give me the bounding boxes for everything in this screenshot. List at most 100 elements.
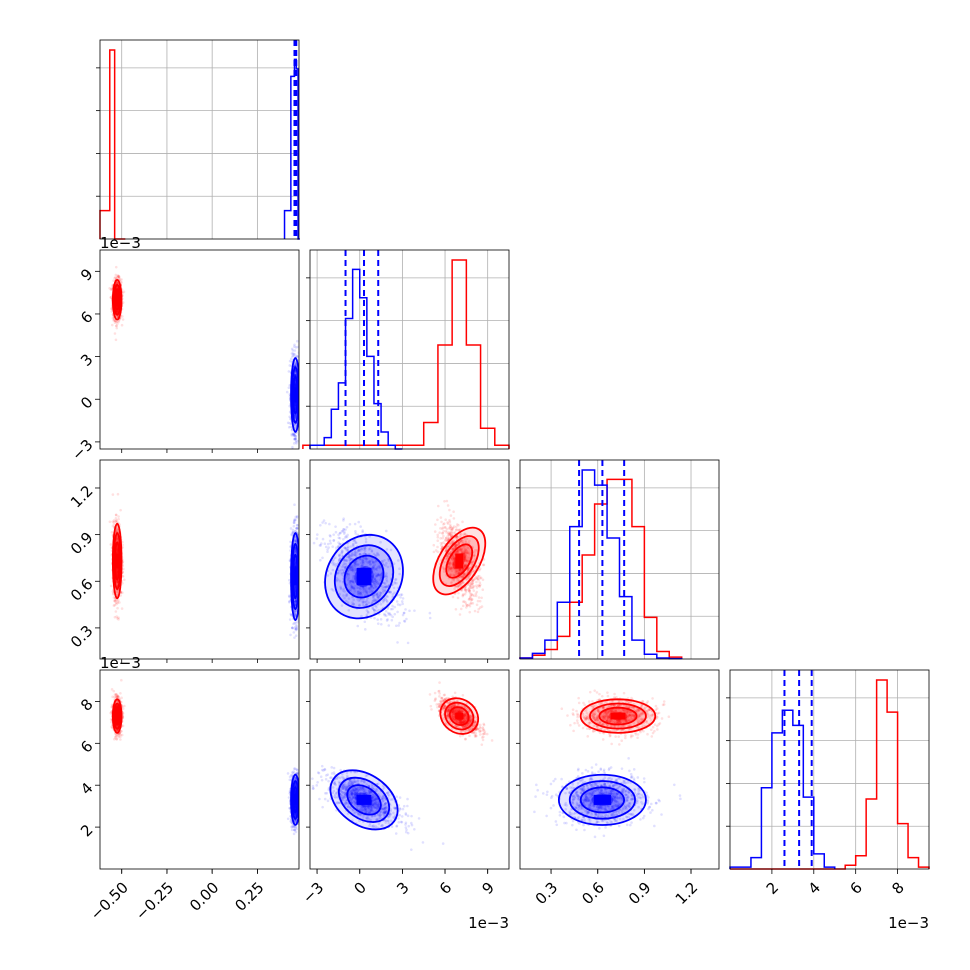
scatter-point: [294, 385, 297, 388]
scatter-point: [116, 550, 119, 554]
scatter-point: [292, 521, 296, 525]
scatter-point: [462, 549, 466, 553]
scatter-point: [461, 541, 465, 545]
scatter-point: [467, 587, 470, 591]
scatter-point: [468, 552, 471, 556]
scatter-point: [455, 569, 458, 573]
scatter-point: [294, 436, 297, 440]
scatter-point: [115, 592, 119, 595]
scatter-point: [299, 590, 302, 593]
scatter-point: [291, 531, 295, 534]
scatter-point: [472, 554, 476, 558]
scatter-point: [114, 273, 118, 277]
scatter-point: [119, 508, 122, 512]
scatter-point: [294, 346, 298, 349]
scatter-point: [321, 556, 324, 560]
scatter-point: [471, 593, 474, 597]
scatter-point: [293, 610, 297, 614]
scatter-point: [292, 519, 296, 523]
scatter-point: [112, 599, 116, 602]
scatter-point: [295, 355, 299, 359]
scatter-point: [457, 591, 460, 595]
scatter-point: [295, 627, 298, 631]
scatter-point: [468, 589, 471, 593]
scatter-point: [432, 550, 436, 554]
scatter-point: [293, 363, 297, 366]
scatter-point: [293, 549, 297, 553]
scatter-point: [447, 533, 451, 536]
scatter-point: [294, 383, 297, 387]
scatter-point: [446, 534, 449, 538]
scatter-point: [293, 551, 297, 554]
scatter-point: [118, 278, 122, 281]
scatter-point: [121, 591, 124, 594]
scatter-point: [292, 631, 296, 634]
scatter-point: [328, 539, 332, 543]
scatter-point: [469, 586, 472, 589]
scatter-point: [294, 439, 298, 442]
scatter-point: [115, 519, 119, 522]
scatter-point: [462, 559, 466, 563]
scatter-point: [120, 607, 124, 610]
scatter-point: [293, 503, 296, 506]
scatter-point: [482, 563, 485, 567]
scatter-point: [436, 535, 440, 539]
scatter-point: [121, 315, 124, 318]
scatter-point: [455, 536, 459, 539]
scatter-point: [471, 601, 475, 605]
scatter-point: [468, 584, 472, 587]
scatter-point: [447, 568, 451, 571]
scatter-point: [393, 612, 397, 616]
scatter-point: [479, 583, 482, 587]
scatter-point: [329, 541, 332, 545]
scatter-point: [477, 596, 481, 599]
scatter-point: [442, 522, 446, 525]
scatter-point: [115, 304, 119, 307]
scatter-point: [476, 577, 480, 581]
scatter-point: [117, 277, 121, 280]
scatter-point: [470, 593, 474, 596]
scatter-point: [444, 526, 447, 529]
scatter-point: [296, 439, 299, 443]
scatter-point: [294, 437, 297, 441]
scatter-point: [443, 526, 447, 529]
scatter-point: [307, 523, 310, 526]
scatter-point: [293, 433, 296, 436]
scatter-point: [117, 275, 121, 279]
scatter-point: [470, 586, 473, 590]
scatter-point: [476, 610, 480, 614]
scatter-point: [436, 533, 440, 537]
scatter-point: [473, 554, 477, 557]
scatter-point: [294, 384, 297, 388]
scatter-point: [442, 529, 445, 533]
scatter-point: [293, 539, 297, 542]
scatter-point: [452, 531, 455, 535]
density-peak: [292, 567, 299, 586]
scatter-point: [457, 568, 461, 571]
scatter-point: [297, 533, 299, 537]
scatter-point: [291, 445, 294, 449]
scatter-point: [300, 584, 303, 587]
scatter-point: [115, 590, 118, 594]
scatter-point: [459, 539, 462, 543]
scatter-point: [292, 354, 295, 358]
scatter-point: [293, 613, 297, 616]
scatter-point: [109, 296, 113, 299]
scatter-point: [293, 585, 297, 588]
scatter-point: [293, 383, 297, 387]
scatter-point: [447, 532, 450, 536]
scatter-point: [449, 567, 452, 570]
scatter-point: [116, 293, 119, 297]
scatter-point: [116, 315, 119, 318]
scatter-point: [115, 551, 119, 555]
scatter-point: [449, 514, 453, 517]
scatter-point: [462, 546, 466, 549]
scatter-point: [292, 432, 295, 436]
scatter-point: [469, 601, 473, 605]
scatter-point: [376, 622, 380, 625]
scatter-point: [460, 547, 464, 551]
scatter-point: [401, 597, 405, 600]
scatter-point: [299, 400, 302, 403]
scatter-point: [115, 537, 119, 540]
scatter-point: [391, 615, 394, 619]
